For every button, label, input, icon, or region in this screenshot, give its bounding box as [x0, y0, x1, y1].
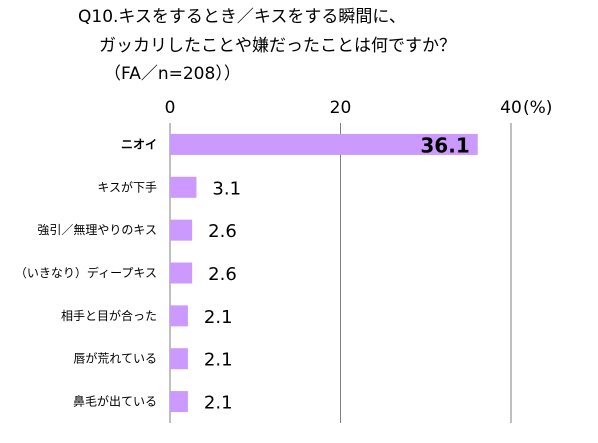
value-label: 2.6 — [208, 221, 237, 242]
category-label: 唇が荒れている — [73, 351, 157, 366]
value-label: 2.1 — [204, 307, 233, 328]
bar — [170, 391, 188, 413]
bar — [170, 176, 197, 198]
bar — [170, 133, 478, 155]
chart-title-line-2: ガッカリしたことや嫌だったことは何ですか？ — [99, 36, 456, 56]
x-tick-label: 0 — [165, 98, 176, 118]
bar — [170, 219, 193, 241]
value-label: 3.1 — [212, 178, 241, 199]
category-label: キスが下手 — [97, 179, 157, 194]
chart-title-line-1: Q10.キスをするとき／キスをする瞬間に、 — [78, 7, 406, 27]
value-label: 2.1 — [204, 350, 233, 371]
category-label: （いきなり）ディープキス — [15, 265, 157, 280]
bar — [170, 262, 193, 284]
category-label: ニオイ — [121, 137, 157, 151]
x-tick-label: 40 — [500, 98, 522, 118]
x-axis-unit-label: (%) — [523, 98, 552, 118]
bar — [170, 348, 188, 370]
value-label: 36.1 — [420, 133, 469, 157]
bar — [170, 305, 188, 327]
category-label: 強引／無理やりのキス — [37, 222, 157, 237]
value-label: 2.1 — [204, 393, 233, 414]
x-tick-label: 20 — [330, 98, 352, 118]
category-label: 相手と目が合った — [61, 308, 157, 323]
value-label: 2.6 — [208, 264, 237, 285]
category-label: 鼻毛が出ている — [73, 394, 157, 409]
chart-title-line-3: （FA／n=208）） — [104, 64, 241, 84]
